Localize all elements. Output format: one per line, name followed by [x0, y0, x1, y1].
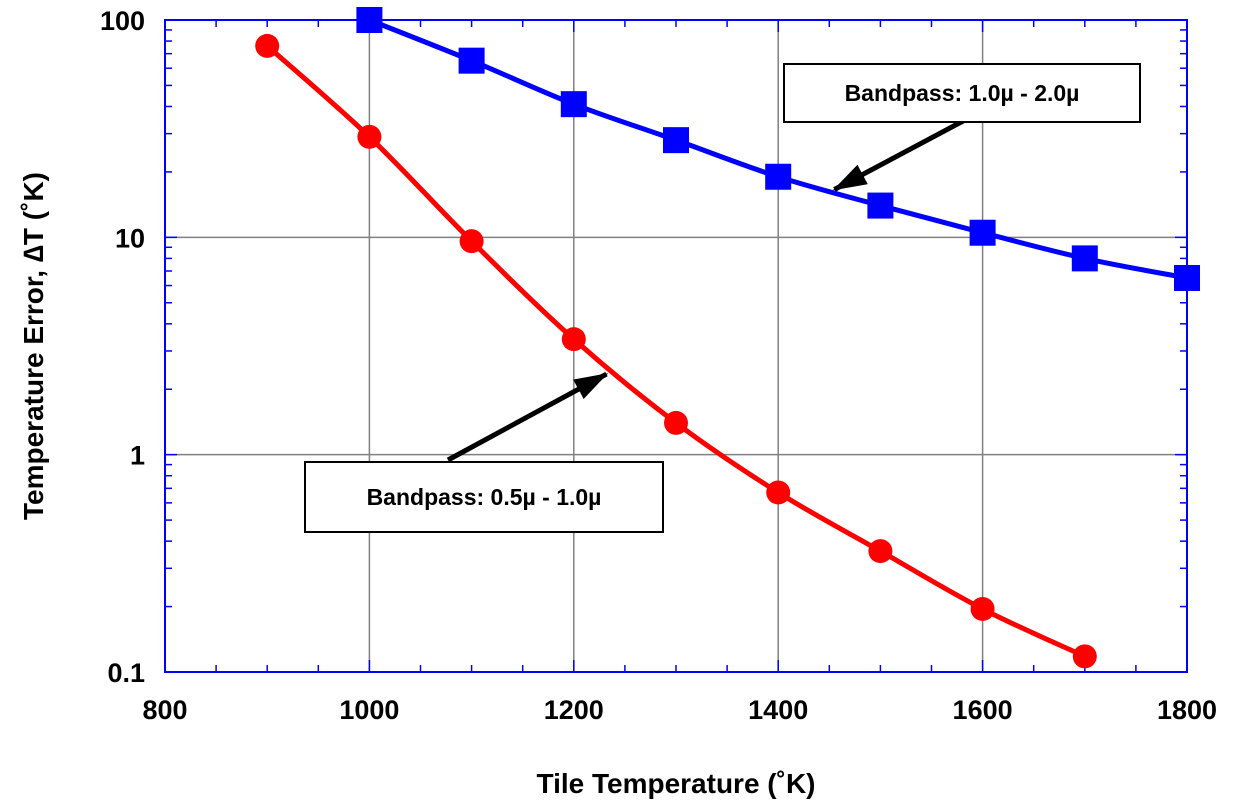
data-point-square [765, 164, 791, 190]
data-point-square [356, 7, 382, 33]
y-tick-label: 10 [115, 223, 145, 253]
data-point-circle [460, 229, 484, 253]
x-tick-label: 1000 [339, 695, 399, 725]
y-tick-label: 1 [130, 441, 145, 471]
data-point-circle [971, 597, 995, 621]
data-point-circle [664, 411, 688, 435]
y-tick-label: 0.1 [107, 658, 145, 688]
data-point-circle [255, 34, 279, 58]
x-tick-label: 800 [142, 695, 187, 725]
annotation-label: Bandpass: 0.5µ - 1.0µ [367, 484, 602, 510]
data-point-circle [357, 125, 381, 149]
data-point-square [663, 127, 689, 153]
data-point-square [867, 193, 893, 219]
data-point-circle [1073, 644, 1097, 668]
data-point-circle [868, 539, 892, 563]
x-tick-label: 1600 [953, 695, 1013, 725]
data-point-square [561, 91, 587, 117]
y-axis-title: Temperature Error, ∆T (˚K) [18, 172, 49, 520]
data-point-square [1174, 265, 1200, 291]
x-axis-title: Tile Temperature (˚K) [536, 768, 815, 799]
data-point-square [1072, 245, 1098, 271]
data-point-square [459, 48, 485, 74]
y-tick-label: 100 [100, 6, 145, 36]
x-tick-label: 1400 [748, 695, 808, 725]
data-point-circle [562, 327, 586, 351]
annotation-arrow [448, 374, 607, 460]
annotation-label: Bandpass: 1.0µ - 2.0µ [845, 80, 1080, 106]
data-point-square [970, 220, 996, 246]
annotation-arrow [834, 120, 965, 189]
x-tick-label: 1200 [544, 695, 604, 725]
annotations: Bandpass: 1.0µ - 2.0µ Bandpass: 0.5µ - 1.… [305, 64, 1140, 532]
data-point-circle [766, 480, 790, 504]
x-tick-label: 1800 [1157, 695, 1217, 725]
